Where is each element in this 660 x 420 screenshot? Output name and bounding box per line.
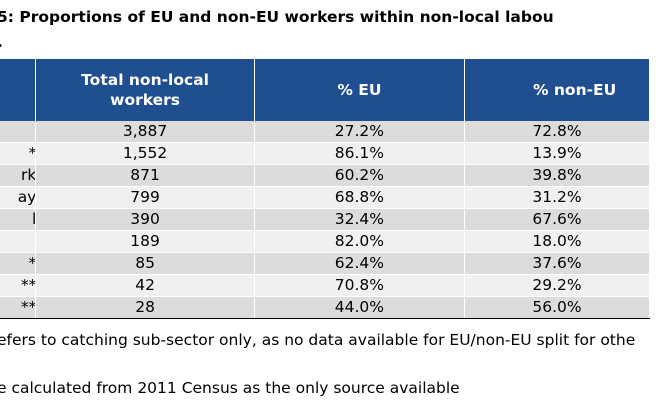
- cell-total: 799: [35, 186, 255, 209]
- cell-eu: 62.4%: [254, 252, 465, 275]
- header-non-eu: % non-EU: [464, 59, 651, 121]
- row-label: ay: [0, 186, 37, 209]
- table-row: 3,887 27.2% 72.8%: [0, 121, 651, 143]
- row-label: [0, 230, 37, 253]
- cell-eu: 60.2%: [254, 164, 465, 187]
- cell-eu: 86.1%: [254, 142, 465, 165]
- row-label: rk: [0, 164, 37, 187]
- row-label: [0, 121, 37, 143]
- row-label: **: [0, 296, 37, 319]
- table-row: ay 799 68.8% 31.2%: [0, 186, 651, 209]
- cell-non-eu: 72.8%: [464, 121, 651, 143]
- caption-line-2: .: [0, 30, 660, 55]
- row-label: l: [0, 208, 37, 231]
- cell-non-eu: 18.0%: [464, 230, 651, 253]
- table-row: l 390 32.4% 67.6%: [0, 208, 651, 231]
- header-total-label: Total non-local workers: [81, 71, 209, 109]
- row-label: *: [0, 252, 37, 275]
- header-total-non-local: Total non-local workers: [35, 59, 255, 121]
- table-row: * 85 62.4% 37.6%: [0, 252, 651, 275]
- cell-non-eu: 39.8%: [464, 164, 651, 187]
- cell-non-eu: 67.6%: [464, 208, 651, 231]
- cell-total: 42: [35, 274, 255, 297]
- row-label-text: l: [32, 209, 35, 230]
- header-category: [0, 59, 37, 121]
- row-label-text: **: [20, 276, 36, 294]
- cell-total: 28: [35, 296, 255, 319]
- cell-total: 3,887: [35, 121, 255, 143]
- cell-eu: 70.8%: [254, 274, 465, 297]
- cell-non-eu: 13.9%: [464, 142, 651, 165]
- workers-table: Total non-local workers % EU % non-EU 3,…: [0, 59, 651, 319]
- table-row: * 1,552 86.1% 13.9%: [0, 142, 651, 165]
- table-caption: 5: Proportions of EU and non-EU workers …: [0, 5, 660, 55]
- footnote-2: e calculated from 2011 Census as the onl…: [0, 379, 460, 397]
- caption-line-1: 5: Proportions of EU and non-EU workers …: [0, 8, 554, 26]
- row-label-text: **: [20, 298, 36, 316]
- cell-eu: 44.0%: [254, 296, 465, 319]
- header-non-eu-label: % non-EU: [532, 81, 617, 99]
- row-label-text: rk: [21, 166, 36, 184]
- cell-total: 85: [35, 252, 255, 275]
- cell-total: 1,552: [35, 142, 255, 165]
- header-eu: % EU: [254, 59, 465, 121]
- table-row: ** 42 70.8% 29.2%: [0, 274, 651, 297]
- cell-eu: 82.0%: [254, 230, 465, 253]
- cell-total: 189: [35, 230, 255, 253]
- table-row: rk 871 60.2% 39.8%: [0, 164, 651, 187]
- cell-eu: 32.4%: [254, 208, 465, 231]
- cell-non-eu: 29.2%: [464, 274, 651, 297]
- row-label: *: [0, 142, 37, 165]
- footnote-1: efers to catching sub-sector only, as no…: [0, 331, 636, 349]
- row-label-text: ay: [17, 188, 36, 206]
- row-label-text: *: [28, 254, 36, 272]
- table-row: ** 28 44.0% 56.0%: [0, 296, 651, 319]
- cell-eu: 27.2%: [254, 121, 465, 143]
- cell-eu: 68.8%: [254, 186, 465, 209]
- cell-total: 390: [35, 208, 255, 231]
- table-row: 189 82.0% 18.0%: [0, 230, 651, 253]
- table-header-row: Total non-local workers % EU % non-EU: [0, 59, 651, 121]
- cell-non-eu: 37.6%: [464, 252, 651, 275]
- cell-non-eu: 31.2%: [464, 186, 651, 209]
- cell-total: 871: [35, 164, 255, 187]
- row-label: **: [0, 274, 37, 297]
- cell-non-eu: 56.0%: [464, 296, 651, 319]
- row-label-text: *: [28, 144, 36, 162]
